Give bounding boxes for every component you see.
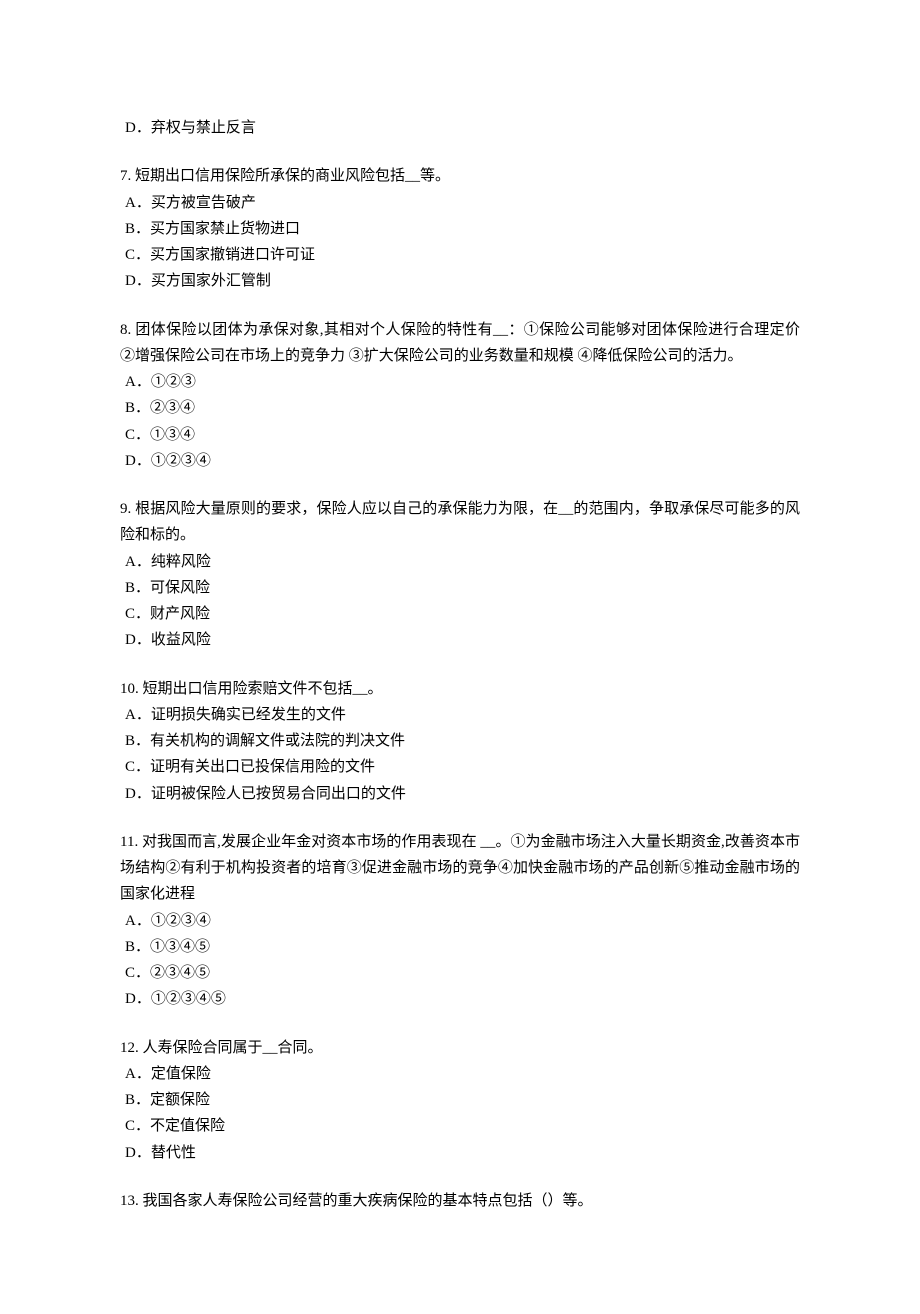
option-a: A．纯粹风险 bbox=[120, 549, 800, 575]
option-d: D．收益风险 bbox=[120, 627, 800, 653]
question-10: 10. 短期出口信用险索赔文件不包括__。 A．证明损失确实已经发生的文件 B．… bbox=[120, 676, 800, 807]
question-13: 13. 我国各家人寿保险公司经营的重大疾病保险的基本特点包括（）等。 bbox=[120, 1188, 800, 1214]
question-11: 11. 对我国而言,发展企业年金对资本市场的作用表现在 __。①为金融市场注入大… bbox=[120, 829, 800, 1013]
option-b: B．可保风险 bbox=[120, 575, 800, 601]
question-text: 8. 团体保险以团体为承保对象,其相对个人保险的特性有__：①保险公司能够对团体… bbox=[120, 317, 800, 370]
option-b: B．买方国家禁止货物进口 bbox=[120, 216, 800, 242]
question-text: 7. 短期出口信用保险所承保的商业风险包括__等。 bbox=[120, 163, 800, 189]
option-c: C．②③④⑤ bbox=[120, 960, 800, 986]
option-a: A．证明损失确实已经发生的文件 bbox=[120, 702, 800, 728]
option-c: C．①③④ bbox=[120, 422, 800, 448]
option-a: A．定值保险 bbox=[120, 1061, 800, 1087]
question-6-partial: D．弃权与禁止反言 bbox=[120, 115, 800, 141]
option-b: B．定额保险 bbox=[120, 1087, 800, 1113]
option-d: D．证明被保险人已按贸易合同出口的文件 bbox=[120, 781, 800, 807]
option-a: A．①②③ bbox=[120, 369, 800, 395]
option-b: B．有关机构的调解文件或法院的判决文件 bbox=[120, 728, 800, 754]
question-text: 12. 人寿保险合同属于__合同。 bbox=[120, 1035, 800, 1061]
option-d: D．买方国家外汇管制 bbox=[120, 268, 800, 294]
question-text: 13. 我国各家人寿保险公司经营的重大疾病保险的基本特点包括（）等。 bbox=[120, 1188, 800, 1214]
question-12: 12. 人寿保险合同属于__合同。 A．定值保险 B．定额保险 C．不定值保险 … bbox=[120, 1035, 800, 1166]
question-8: 8. 团体保险以团体为承保对象,其相对个人保险的特性有__：①保险公司能够对团体… bbox=[120, 317, 800, 475]
option-d: D．替代性 bbox=[120, 1140, 800, 1166]
option-d: D．①②③④ bbox=[120, 448, 800, 474]
option-a: A．买方被宣告破产 bbox=[120, 190, 800, 216]
option-c: C．不定值保险 bbox=[120, 1113, 800, 1139]
option-a: A．①②③④ bbox=[120, 908, 800, 934]
option-c: C．买方国家撤销进口许可证 bbox=[120, 242, 800, 268]
question-text: 9. 根据风险大量原则的要求，保险人应以自己的承保能力为限，在__的范围内，争取… bbox=[120, 496, 800, 549]
option-b: B．①③④⑤ bbox=[120, 934, 800, 960]
question-text: 11. 对我国而言,发展企业年金对资本市场的作用表现在 __。①为金融市场注入大… bbox=[120, 829, 800, 908]
question-9: 9. 根据风险大量原则的要求，保险人应以自己的承保能力为限，在__的范围内，争取… bbox=[120, 496, 800, 654]
option-d: D．弃权与禁止反言 bbox=[120, 115, 800, 141]
option-d: D．①②③④⑤ bbox=[120, 986, 800, 1012]
option-b: B．②③④ bbox=[120, 395, 800, 421]
question-7: 7. 短期出口信用保险所承保的商业风险包括__等。 A．买方被宣告破产 B．买方… bbox=[120, 163, 800, 294]
option-c: C．财产风险 bbox=[120, 601, 800, 627]
option-c: C．证明有关出口已投保信用险的文件 bbox=[120, 754, 800, 780]
question-text: 10. 短期出口信用险索赔文件不包括__。 bbox=[120, 676, 800, 702]
